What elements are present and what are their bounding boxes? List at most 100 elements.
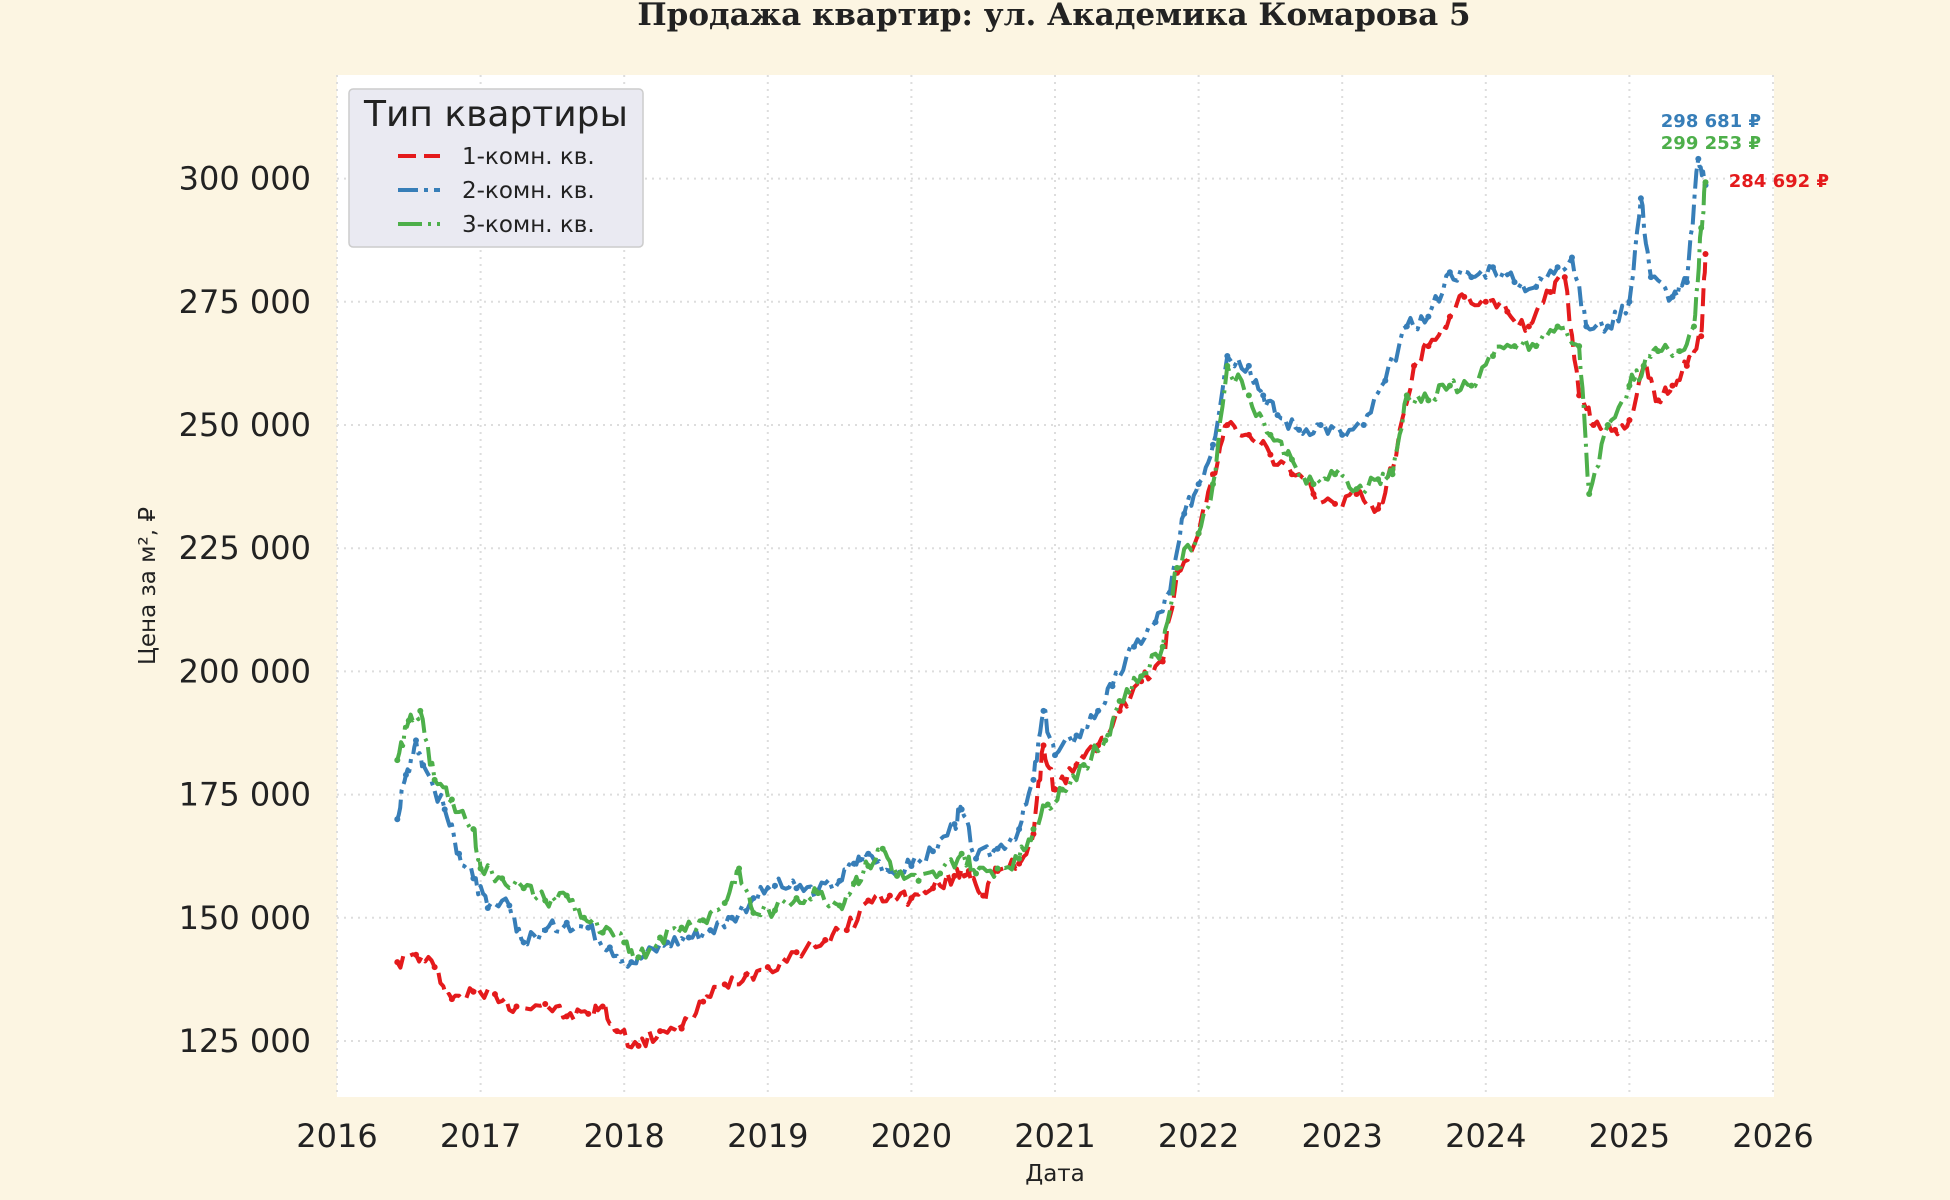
data-point	[1116, 697, 1123, 704]
data-point	[431, 776, 438, 783]
data-point	[1468, 382, 1475, 389]
data-point	[973, 870, 980, 877]
data-point	[431, 964, 438, 971]
series-line	[395, 156, 1708, 969]
series-line	[395, 253, 1708, 1050]
data-point	[1586, 490, 1593, 497]
data-point	[412, 951, 419, 958]
data-point	[894, 872, 901, 879]
data-point	[951, 821, 958, 828]
data-point	[721, 981, 728, 988]
data-point	[520, 939, 527, 946]
x-tick-label: 2020	[871, 1117, 952, 1155]
legend-items: 1-комн. кв. 2-комн. кв. 3-комн. кв.	[398, 144, 595, 238]
legend-label: 2-комн. кв.	[462, 178, 595, 204]
data-point	[606, 944, 613, 951]
data-point	[1332, 500, 1339, 507]
data-point	[1130, 643, 1137, 650]
data-point	[635, 954, 642, 961]
data-point	[793, 885, 800, 892]
data-point	[836, 877, 843, 884]
data-point	[1353, 486, 1360, 493]
y-tick-label: 250 000	[179, 406, 311, 444]
data-point	[994, 845, 1001, 852]
data-point	[750, 895, 757, 902]
data-point	[1525, 323, 1532, 330]
data-point	[1245, 431, 1252, 438]
data-point	[908, 895, 915, 902]
x-tick-label: 2018	[583, 1117, 664, 1155]
data-point	[685, 934, 692, 941]
data-point	[456, 850, 463, 857]
data-point	[635, 1042, 642, 1049]
data-point	[793, 949, 800, 956]
data-point	[1626, 417, 1633, 424]
data-point	[1511, 279, 1518, 286]
data-point	[417, 707, 424, 714]
data-point	[958, 850, 965, 857]
data-point	[1224, 353, 1231, 360]
data-point	[707, 927, 714, 934]
data-point	[394, 959, 401, 966]
series-end-label: 284 692 ₽	[1729, 171, 1829, 192]
data-point	[1260, 392, 1267, 399]
data-point	[657, 1028, 664, 1035]
data-point	[1612, 426, 1619, 433]
data-point	[1590, 422, 1597, 428]
data-point	[599, 1003, 606, 1010]
data-point	[865, 850, 872, 857]
data-point	[470, 988, 477, 995]
data-point	[865, 897, 872, 904]
data-point	[499, 875, 506, 882]
data-point	[1288, 471, 1295, 478]
data-point	[1052, 786, 1058, 793]
data-point	[1698, 333, 1705, 340]
legend-box	[348, 88, 644, 248]
data-point	[1317, 422, 1324, 428]
data-point	[470, 826, 477, 833]
data-point	[736, 865, 743, 872]
data-point	[614, 1028, 621, 1035]
data-point	[1195, 530, 1202, 537]
data-point	[1554, 323, 1561, 330]
data-point	[1245, 392, 1252, 399]
data-point	[402, 771, 409, 778]
data-point	[420, 762, 427, 769]
series-3	[394, 179, 1709, 962]
data-point	[1647, 274, 1654, 281]
grid	[336, 75, 1774, 1097]
data-point	[470, 875, 477, 882]
data-point	[1702, 251, 1709, 258]
y-tick-label: 300 000	[179, 160, 311, 198]
data-point	[1040, 707, 1047, 714]
data-point	[585, 1010, 592, 1017]
data-point	[1288, 456, 1295, 463]
data-point	[621, 939, 628, 946]
y-tick-label: 275 000	[179, 283, 311, 321]
data-point	[441, 806, 448, 813]
data-point	[477, 865, 484, 872]
x-tick-label: 2019	[727, 1117, 808, 1155]
data-point	[793, 895, 800, 902]
data-point	[1209, 471, 1216, 478]
data-point	[1547, 288, 1554, 295]
x-tick-label: 2016	[296, 1117, 377, 1155]
data-point	[405, 717, 412, 724]
data-point	[1461, 293, 1468, 300]
y-axis: 125 000 150 000 175 000 200 000 225 000 250 0…	[179, 160, 311, 1060]
data-point	[1446, 313, 1453, 320]
data-point	[1669, 382, 1676, 389]
data-point	[1468, 274, 1475, 281]
data-point	[1489, 353, 1496, 360]
legend: Тип квартиры 1-комн. кв. 2-комн. кв. 3-ком…	[348, 88, 644, 248]
data-point	[1224, 422, 1231, 428]
data-point	[929, 885, 936, 892]
x-axis: 2016 2017 2018 2019 2020 2021 2022 2023 2024 2025…	[296, 1117, 1813, 1155]
data-point	[700, 917, 707, 924]
data-point	[1152, 619, 1159, 626]
series-end-label: 299 253 ₽	[1661, 133, 1761, 154]
data-point	[1016, 855, 1023, 862]
data-point	[879, 845, 886, 852]
data-point	[728, 914, 735, 921]
data-point	[908, 863, 915, 870]
